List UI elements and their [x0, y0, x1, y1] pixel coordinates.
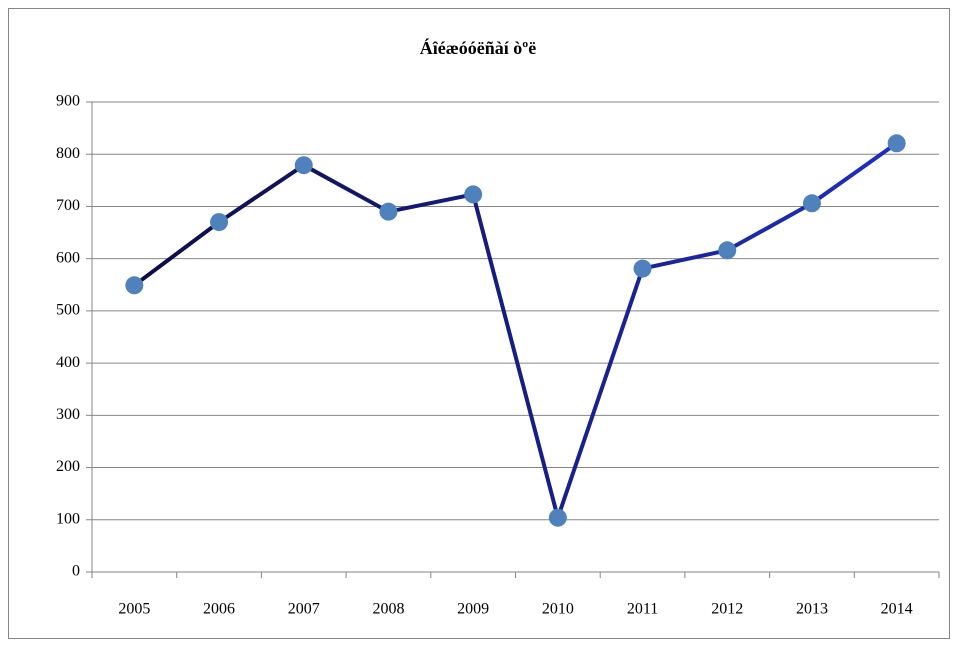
- x-tick-label: 2013: [796, 601, 828, 618]
- data-point: [210, 213, 229, 232]
- y-tick-label: 0: [72, 563, 80, 580]
- y-tick-label: 200: [56, 458, 80, 475]
- y-tick-label: 400: [56, 354, 80, 371]
- y-tick-label: 600: [56, 249, 80, 266]
- data-point: [887, 134, 906, 153]
- y-tick-label: 100: [56, 510, 80, 527]
- y-tick-label: 800: [56, 145, 80, 162]
- chart-frame: [8, 8, 950, 639]
- x-tick-label: 2012: [711, 601, 743, 618]
- y-tick-label: 900: [56, 93, 80, 110]
- y-tick-label: 500: [56, 302, 80, 319]
- x-tick-label: 2010: [542, 601, 574, 618]
- x-tick-label: 2011: [627, 601, 658, 618]
- x-tick-label: 2014: [881, 601, 913, 618]
- series-line: [133, 141, 898, 520]
- x-tick-label: 2005: [118, 601, 150, 618]
- x-tick-label: 2009: [457, 601, 489, 618]
- x-tick-label: 2008: [372, 601, 404, 618]
- chart-title: Áîéæóóëñàí òºë: [420, 37, 536, 58]
- x-tick-label: 2007: [288, 601, 320, 618]
- x-tick-label: 2006: [203, 601, 235, 618]
- data-point: [802, 194, 821, 213]
- data-point: [294, 156, 313, 175]
- data-point: [125, 276, 144, 295]
- data-point: [548, 508, 567, 527]
- y-tick-label: 700: [56, 197, 80, 214]
- data-point: [379, 202, 398, 221]
- data-point: [464, 185, 483, 204]
- data-point: [718, 241, 737, 260]
- data-point: [633, 259, 652, 278]
- y-tick-label: 300: [56, 406, 80, 423]
